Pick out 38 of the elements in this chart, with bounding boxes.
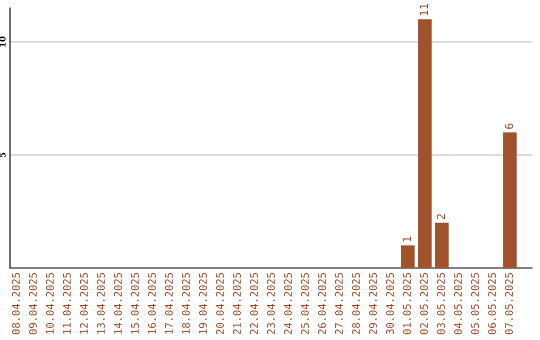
bar (435, 222, 449, 268)
x-tick-label: 12.04.2025 (80, 273, 88, 334)
x-tick-label: 25.04.2025 (301, 273, 309, 334)
x-tick-label: 05.05.2025 (471, 273, 479, 334)
x-tick-label: 04.05.2025 (454, 273, 462, 334)
x-tick-label: 24.04.2025 (284, 273, 292, 334)
x-tick-label: 01.05.2025 (403, 273, 411, 334)
x-tick-label: 08.04.2025 (12, 273, 20, 334)
x-tick-label: 10.04.2025 (46, 273, 54, 334)
x-tick-label: 23.04.2025 (267, 273, 275, 334)
data-label: 2 (436, 214, 445, 220)
x-tick-label: 02.05.2025 (420, 273, 428, 334)
x-tick-label: 06.05.2025 (488, 273, 496, 334)
x-tick-label: 15.04.2025 (130, 273, 139, 334)
bar (401, 245, 415, 268)
x-tick-label: 17.04.2025 (165, 273, 173, 334)
data-label: 1 (402, 236, 411, 242)
bar (418, 19, 432, 268)
x-tick-label: 13.04.2025 (96, 273, 105, 334)
x-tick-label: 22.04.2025 (250, 273, 258, 334)
data-label: 6 (504, 124, 514, 129)
x-tick-label: 19.04.2025 (199, 273, 207, 334)
x-tick-label: 20.04.2025 (216, 273, 224, 334)
x-tick-label: 30.04.2025 (386, 273, 394, 334)
x-tick-label: 03.05.2025 (437, 273, 445, 334)
x-tick-label: 28.04.2025 (352, 273, 360, 334)
x-tick-label: 27.04.2025 (335, 273, 343, 334)
x-tick-label: 07.05.2025 (505, 273, 513, 334)
data-label: 11 (420, 4, 428, 16)
bar (503, 132, 517, 268)
x-tick-label: 14.04.2025 (114, 273, 122, 334)
x-tick-label: 09.04.2025 (28, 273, 37, 334)
x-tick-label: 18.04.2025 (182, 273, 190, 334)
x-tick-label: 26.04.2025 (318, 273, 326, 334)
x-tick-label: 16.04.2025 (148, 273, 156, 334)
x-tick-label: 29.04.2025 (369, 273, 377, 334)
x-tick-label: 11.04.2025 (62, 273, 71, 334)
x-tick-label: 21.04.2025 (233, 273, 241, 334)
